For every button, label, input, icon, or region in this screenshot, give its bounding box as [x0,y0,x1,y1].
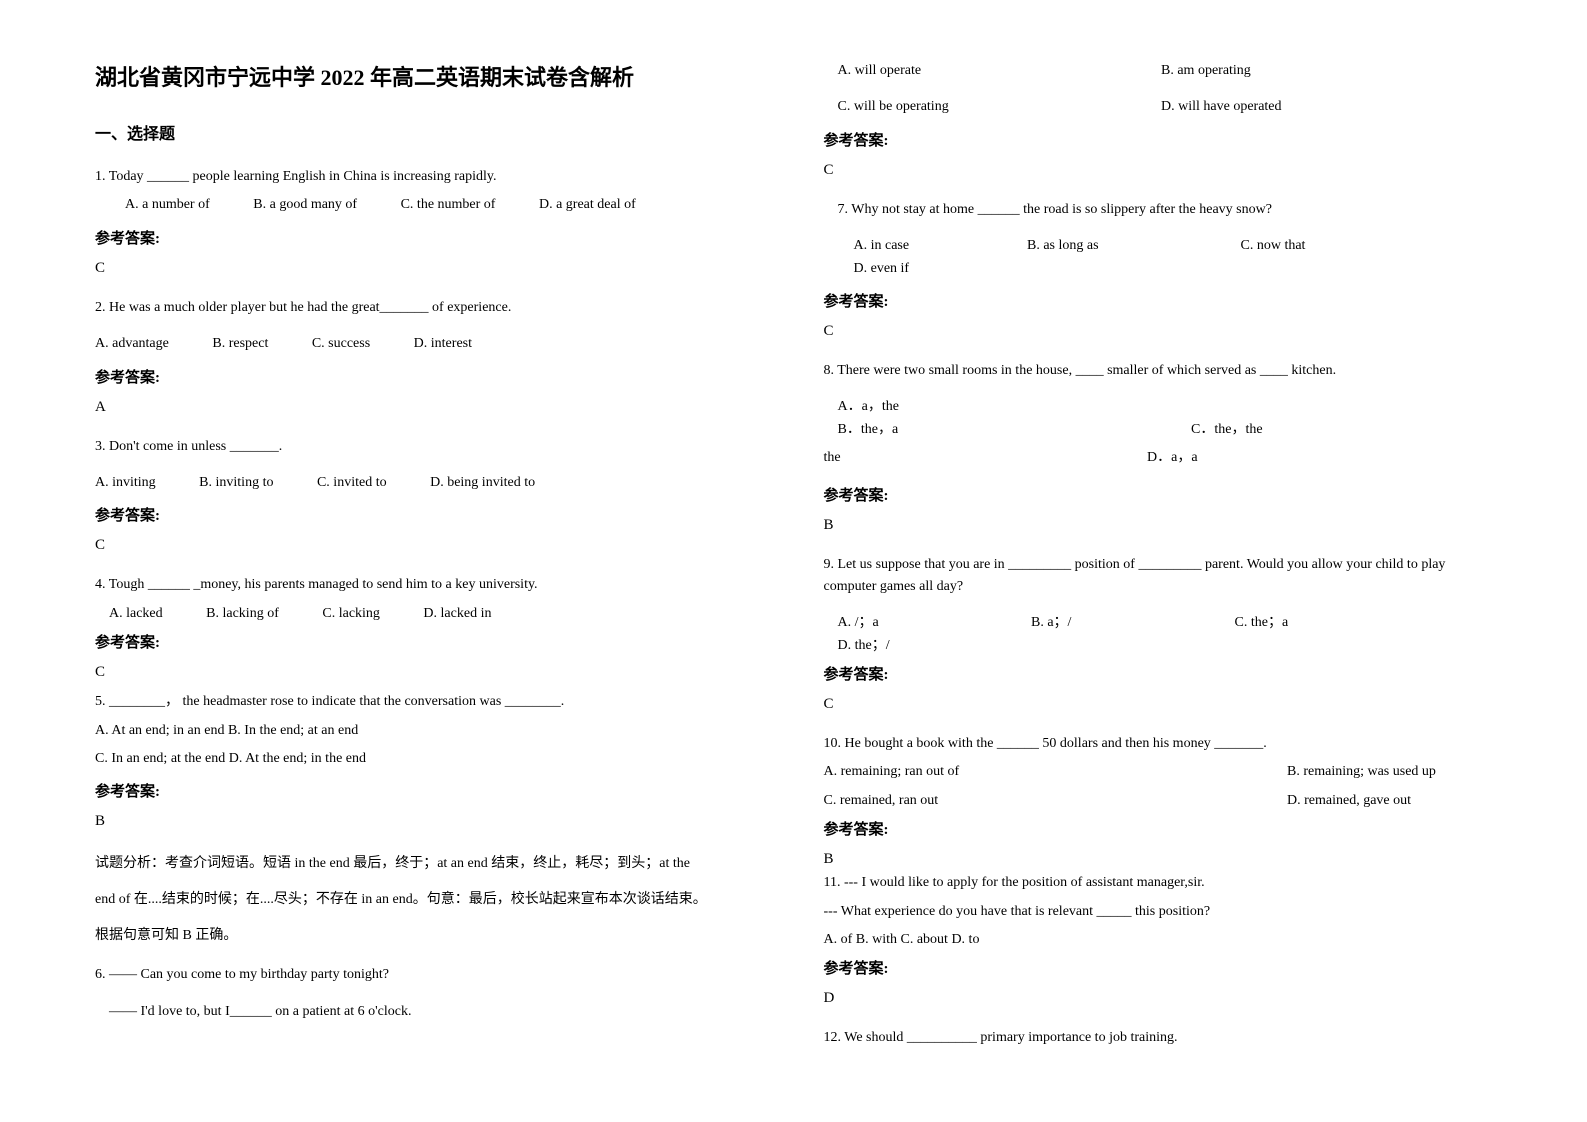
answer-2: A [95,399,764,416]
opt: D. a great deal of [539,197,636,212]
question-2-options: A. advantage B. respect C. success D. in… [95,333,764,355]
answer-label: 参考答案: [95,504,764,525]
question-3: 3. Don't come in unless _______. [95,436,764,458]
question-10: 10. He bought a book with the ______ 50 … [824,733,1493,755]
answer-3: C [95,537,764,554]
opt: D. interest [414,336,472,351]
opt: B. inviting to [199,475,273,490]
opt: A．a，the [838,396,1138,418]
question-5-options-cd: C. In an end; at the end D. At the end; … [95,748,764,770]
opt: D. even if [854,261,910,276]
opt: A. will operate [838,60,1118,82]
question-6: 6. —— Can you come to my birthday party … [95,964,764,986]
question-1: 1. Today ______ people learning English … [95,166,764,188]
opt: A. in case [854,235,984,257]
opt: C. lacking [322,606,380,621]
opt: A. advantage [95,336,169,351]
opt: D. lacked in [423,606,491,621]
opt: D. being invited to [430,475,535,490]
answer-label: 参考答案: [95,631,764,652]
question-4-options: A. lacked B. lacking of C. lacking D. la… [95,603,764,625]
opt: C. will be operating [838,96,1118,118]
opt: C. the number of [401,197,496,212]
question-4: 4. Tough ______ _money, his parents mana… [95,574,764,596]
answer-7: C [824,323,1493,340]
answer-5: B [95,813,764,830]
answer-6: C [824,162,1493,179]
opt: D. the；/ [838,638,890,653]
question-10-options-ab: A. remaining; ran out of B. remaining; w… [824,761,1493,783]
answer-label: 参考答案: [95,366,764,387]
answer-label: 参考答案: [824,129,1493,150]
opt: B. as long as [1027,235,1197,257]
question-6-line2: —— I'd love to, but I______ on a patient… [95,1001,764,1023]
answer-1: C [95,260,764,277]
opt: B．the，a [838,419,1148,441]
question-5-options-ab: A. At an end; in an end B. In the end; a… [95,720,764,742]
answer-label: 参考答案: [95,227,764,248]
question-8-options-2: the D．a，a [824,447,1493,469]
page-title: 湖北省黄冈市宁远中学 2022 年高二英语期末试卷含解析 [95,60,764,92]
question-6-options-ab: A. will operate B. am operating [824,60,1493,82]
question-5: 5. ________， the headmaster rose to indi… [95,691,764,713]
question-7: 7. Why not stay at home ______ the road … [824,199,1493,221]
question-11-options: A. of B. with C. about D. to [824,929,1493,951]
answer-label: 参考答案: [824,957,1493,978]
question-8: 8. There were two small rooms in the hou… [824,360,1493,382]
answer-label: 参考答案: [824,484,1493,505]
opt: B. respect [212,336,268,351]
opt: A. lacked [109,606,163,621]
answer-11: D [824,990,1493,1007]
explain-5: 试题分析：考查介词短语。短语 in the end 最后，终于；at an en… [95,850,764,878]
opt: A. remaining; ran out of [824,761,1244,783]
opt: C. invited to [317,475,387,490]
opt: A. a number of [125,197,210,212]
opt: C. the；a [1235,612,1405,634]
opt: D．a，a [1147,450,1198,465]
opt: D. remained, gave out [1287,793,1411,808]
question-2: 2. He was a much older player but he had… [95,297,764,319]
opt: C. success [312,336,370,351]
section-heading: 一、选择题 [95,120,764,144]
answer-10: B [824,851,1493,868]
opt: B. remaining; was used up [1287,764,1436,779]
answer-label: 参考答案: [824,818,1493,839]
opt: B. am operating [1161,63,1251,78]
answer-label: 参考答案: [824,290,1493,311]
question-12: 12. We should __________ primary importa… [824,1027,1493,1049]
answer-4: C [95,664,764,681]
explain-5: 根据句意可知 B 正确。 [95,922,764,950]
opt: C．the，the [1191,422,1263,437]
question-11-b: --- What experience do you have that is … [824,901,1493,923]
question-10-options-cd: C. remained, ran out D. remained, gave o… [824,790,1493,812]
opt: B. a；/ [1031,612,1191,634]
opt: B. lacking of [206,606,279,621]
answer-9: C [824,696,1493,713]
question-9-options: A. /；a B. a；/ C. the；a D. the；/ [824,612,1493,657]
opt: C. remained, ran out [824,790,1244,812]
question-7-options: A. in case B. as long as C. now that D. … [824,235,1493,280]
answer-8: B [824,517,1493,534]
answer-label: 参考答案: [95,780,764,801]
question-3-options: A. inviting B. inviting to C. invited to… [95,472,764,494]
question-11-a: 11. --- I would like to apply for the po… [824,872,1493,894]
question-8-options: A．a，the B．the，a C．the，the [824,396,1493,441]
explain-5: end of 在....结束的时候；在....尽头；不存在 in an end。… [95,886,764,914]
question-6-options-cd: C. will be operating D. will have operat… [824,96,1493,118]
opt: D. will have operated [1161,99,1282,114]
opt: the [824,447,1104,469]
opt: A. inviting [95,475,156,490]
question-1-options: A. a number of B. a good many of C. the … [95,194,764,216]
question-9: 9. Let us suppose that you are in ______… [824,554,1493,599]
opt: A. /；a [838,612,988,634]
opt: B. a good many of [253,197,357,212]
opt: C. now that [1241,235,1391,257]
answer-label: 参考答案: [824,663,1493,684]
